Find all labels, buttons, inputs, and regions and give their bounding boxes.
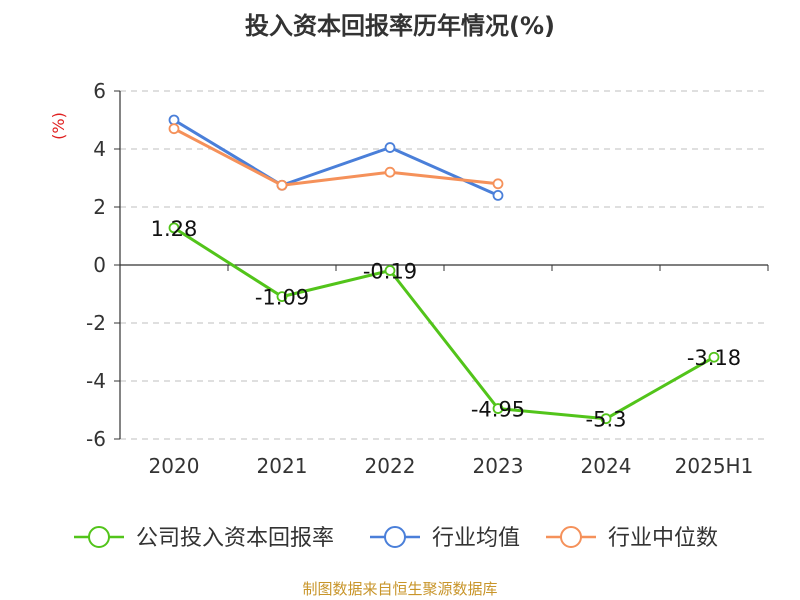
data-point bbox=[492, 178, 504, 190]
data-point bbox=[168, 114, 180, 126]
x-tick-label: 2020 bbox=[149, 454, 200, 478]
data-point bbox=[708, 351, 720, 363]
grid-layer bbox=[120, 90, 768, 440]
x-tick-label: 2023 bbox=[473, 454, 524, 478]
data-label: 1.28 bbox=[151, 217, 198, 241]
data-point bbox=[276, 291, 288, 303]
data-label-layer: 1.28 -1.09 -0.19 -4.95 -5.3 -3.18 bbox=[151, 217, 742, 432]
y-tick-label: 0 bbox=[93, 253, 106, 277]
series-line bbox=[172, 127, 500, 187]
x-tick-label: 2021 bbox=[257, 454, 308, 478]
data-point bbox=[168, 123, 180, 135]
legend-label: 行业均值 bbox=[432, 526, 520, 551]
data-point bbox=[492, 403, 504, 414]
data-point bbox=[384, 265, 396, 276]
x-tick-label: 2022 bbox=[365, 454, 416, 478]
x-tick-label: 2024 bbox=[581, 454, 632, 478]
chart-title: 投入资本回报率历年情况(%) bbox=[245, 12, 555, 40]
legend-marker-icon bbox=[384, 526, 406, 548]
y-tick-label: 2 bbox=[93, 195, 106, 219]
y-tick-label: -4 bbox=[86, 369, 106, 393]
data-label: -3.18 bbox=[687, 346, 741, 370]
data-point bbox=[600, 413, 612, 425]
data-label: -4.95 bbox=[471, 398, 525, 422]
y-tick-label: -2 bbox=[86, 311, 106, 335]
axis-layer: 6 4 2 0 -2 -4 -6 2020 2021 2022 2023 2024 2025H1 bbox=[86, 79, 769, 478]
legend-item: 行业中位数 bbox=[546, 526, 718, 551]
data-point bbox=[384, 142, 396, 153]
series-line bbox=[172, 118, 500, 197]
y-tick-label: 6 bbox=[93, 79, 106, 103]
y-tick-label: -6 bbox=[86, 427, 106, 451]
legend-label: 公司投入资本回报率 bbox=[136, 526, 334, 551]
y-tick-label: 4 bbox=[93, 137, 106, 161]
data-label: -0.19 bbox=[363, 260, 417, 284]
legend: 公司投入资本回报率 行业均值 行业中位数 bbox=[74, 526, 718, 551]
legend-item: 行业均值 bbox=[370, 526, 520, 551]
legend-label: 行业中位数 bbox=[608, 526, 718, 551]
series-layer bbox=[168, 114, 720, 425]
data-label: -5.3 bbox=[586, 408, 627, 432]
data-point bbox=[276, 179, 288, 191]
data-point bbox=[384, 166, 396, 178]
legend-marker-icon bbox=[560, 526, 582, 548]
series-line bbox=[172, 226, 716, 421]
data-point bbox=[492, 189, 504, 201]
x-tick-label: 2025H1 bbox=[675, 454, 754, 478]
data-point bbox=[168, 222, 180, 234]
data-label: -1.09 bbox=[255, 286, 309, 310]
legend-marker-icon bbox=[88, 526, 110, 548]
y-axis-label: (%) bbox=[49, 112, 68, 140]
source-note: 制图数据来自恒生聚源数据库 bbox=[302, 580, 497, 598]
legend-item: 公司投入资本回报率 bbox=[74, 526, 334, 551]
